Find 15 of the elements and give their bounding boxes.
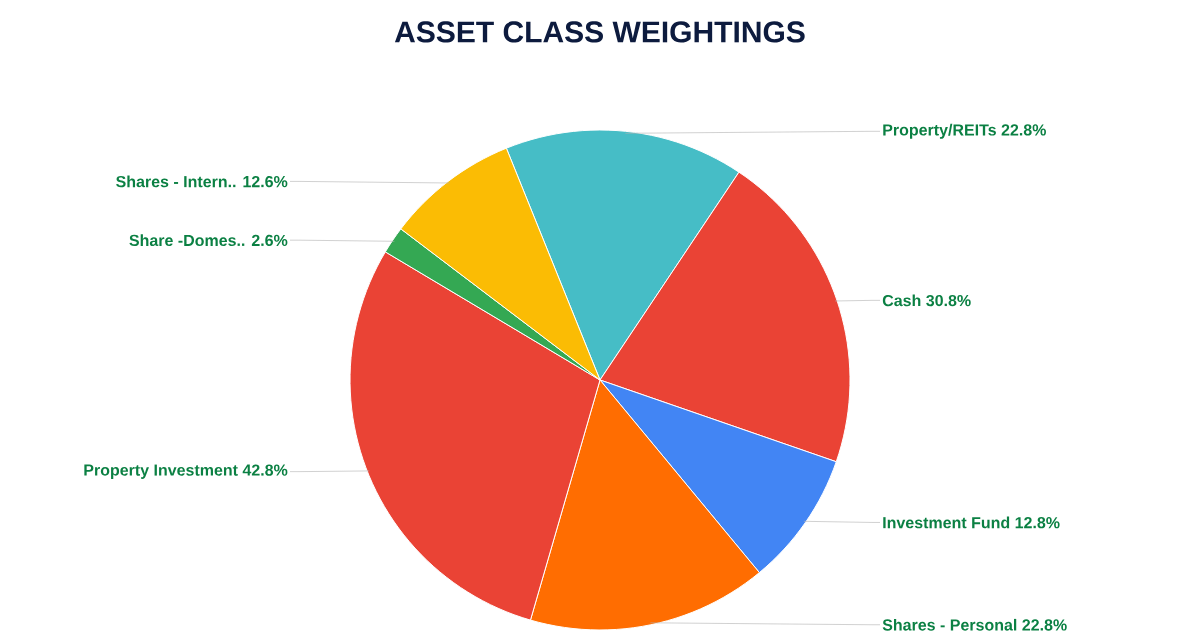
data-label: 12.8%	[1015, 517, 1060, 529]
slice-label: Investment Fund	[883, 516, 1010, 529]
data-label: 22.8%	[1022, 619, 1067, 631]
data-label: 30.8%	[926, 294, 971, 307]
data-label: 22.8%	[1001, 124, 1046, 136]
slice-label: Shares - Intern..	[116, 175, 236, 188]
data-label: 42.8%	[242, 464, 288, 476]
slice-label: Cash	[882, 294, 921, 307]
slice-label: Shares - Personal	[882, 618, 1017, 631]
chart-title: ASSET CLASS WEIGHTINGS	[394, 21, 805, 43]
slice-label: Share -Domes..	[129, 234, 245, 247]
data-label: 12.6%	[243, 175, 288, 188]
slice-label: Property Investment	[84, 464, 238, 479]
slice-label: Property/REITs	[883, 123, 996, 139]
data-label: 2.6%	[251, 234, 288, 247]
